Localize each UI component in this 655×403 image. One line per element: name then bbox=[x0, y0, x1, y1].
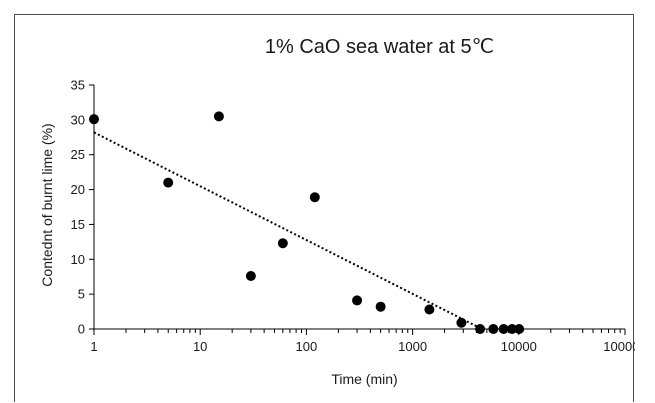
y-tick-label: 0 bbox=[78, 322, 85, 337]
data-point bbox=[352, 295, 363, 306]
data-point bbox=[498, 324, 509, 334]
data-point bbox=[488, 324, 499, 334]
data-point bbox=[309, 192, 320, 203]
data-point bbox=[245, 271, 256, 282]
data-point bbox=[375, 301, 386, 312]
data-point bbox=[456, 317, 467, 328]
axes: 0 5 10 15 20 25 30 35 1 10 100 1000 10000 100000 bbox=[71, 78, 635, 355]
chart-title: 1% CaO sea water at 5℃ bbox=[265, 36, 494, 58]
y-tick-label: 30 bbox=[71, 112, 85, 127]
x-tick-label: 10 bbox=[193, 339, 207, 354]
y-axis-title: Contednt of burnt lime (%) bbox=[39, 123, 55, 286]
y-tick-label: 10 bbox=[71, 252, 85, 267]
trendline-layer bbox=[93, 131, 483, 330]
y-tick-label: 20 bbox=[71, 182, 85, 197]
x-axis-title: Time (min) bbox=[331, 371, 397, 387]
x-tick-label: 100 bbox=[296, 339, 318, 354]
x-tick-label: 100000 bbox=[603, 339, 635, 354]
data-points bbox=[89, 111, 525, 334]
y-tick-label: 25 bbox=[71, 147, 85, 162]
y-tick-label: 35 bbox=[71, 78, 85, 93]
scatter-chart: 1% CaO sea water at 5℃ 0 5 10 15 20 25 30 35 1 10… bbox=[39, 36, 635, 387]
data-point bbox=[277, 238, 288, 249]
data-point bbox=[507, 324, 518, 334]
x-tick-label: 1 bbox=[90, 339, 97, 354]
data-point bbox=[89, 114, 99, 125]
data-point bbox=[163, 177, 174, 188]
data-point bbox=[514, 324, 525, 334]
data-point bbox=[475, 324, 486, 334]
chart-area: 1% CaO sea water at 5℃ 0 5 10 15 20 25 30 35 1 10… bbox=[14, 14, 635, 402]
trendline bbox=[93, 131, 483, 330]
y-tick-label: 15 bbox=[71, 217, 85, 232]
x-tick-label: 10000 bbox=[501, 339, 537, 354]
data-point bbox=[213, 111, 224, 122]
x-tick-label: 1000 bbox=[398, 339, 427, 354]
data-point bbox=[424, 304, 435, 315]
y-tick-label: 5 bbox=[78, 287, 85, 302]
